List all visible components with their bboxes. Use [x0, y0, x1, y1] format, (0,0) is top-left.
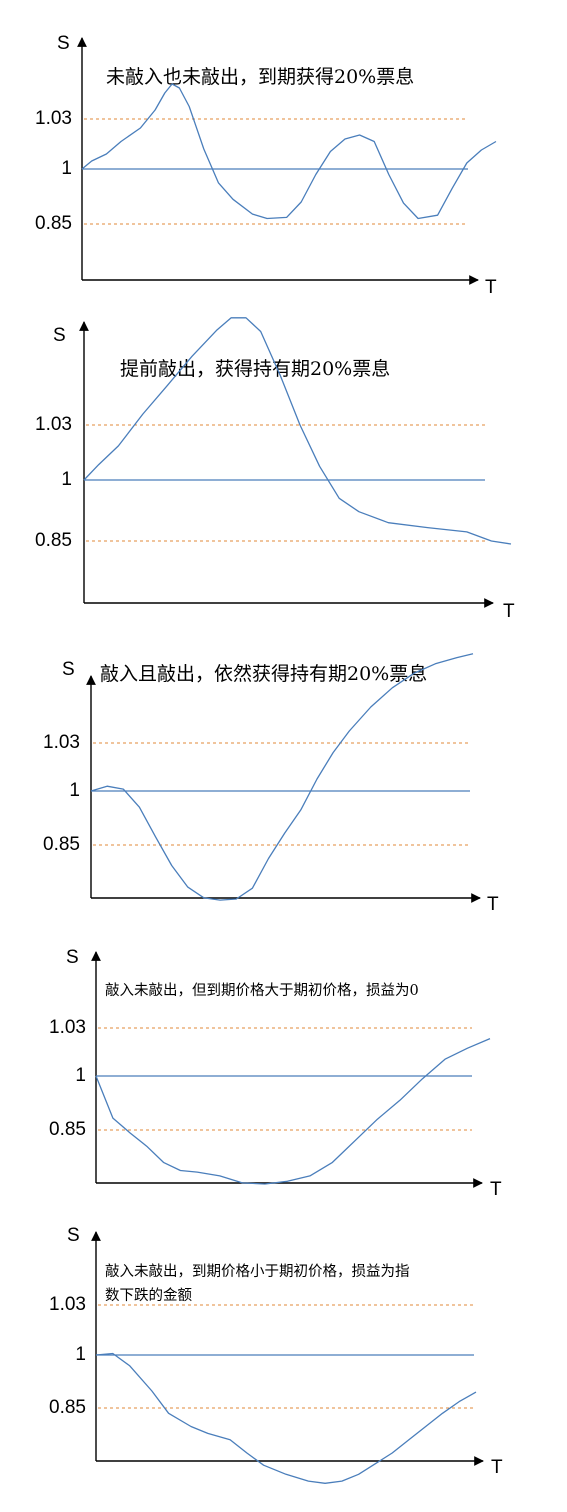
scenario-caption: 未敲入也未敲出，到期获得20%票息 — [106, 66, 414, 88]
level-label-lower: 0.85 — [49, 1119, 86, 1140]
price-path-curve — [81, 83, 497, 220]
scenario-panel-4: S T 1.03 1 0.85 敲入未敲出，但到期价格大于期初价格，损益为0 — [49, 947, 502, 1200]
scenario-caption: 敲入未敲出，但到期价格大于期初价格，损益为0 — [105, 982, 419, 999]
level-label-initial: 1 — [61, 469, 72, 490]
level-label-upper: 1.03 — [43, 732, 80, 753]
y-axis-label: S — [62, 659, 75, 680]
x-axis-label: T — [485, 277, 497, 298]
y-axis-label: S — [57, 33, 70, 54]
x-axis-label: T — [503, 601, 515, 622]
price-path-curve — [90, 653, 474, 901]
x-axis-label: T — [491, 1457, 503, 1478]
level-label-upper: 1.03 — [35, 414, 72, 435]
scenario-caption-line-2: 数下跌的金额 — [105, 1287, 192, 1304]
price-path-curve — [95, 1038, 491, 1185]
level-label-initial: 1 — [61, 158, 72, 179]
scenario-caption: 敲入且敲出，依然获得持有期20%票息 — [100, 663, 427, 685]
x-axis-label: T — [487, 894, 499, 915]
scenario-panel-3: S T 1.03 1 0.85 敲入且敲出，依然获得持有期20%票息 — [43, 653, 499, 915]
level-label-lower: 0.85 — [49, 1397, 86, 1418]
level-label-lower: 0.85 — [35, 213, 72, 234]
level-label-upper: 1.03 — [49, 1294, 86, 1315]
y-axis-label: S — [67, 1225, 80, 1246]
y-axis-label: S — [53, 325, 66, 346]
scenario-panel-2: S T 1.03 1 0.85 提前敲出，获得持有期20%票息 — [35, 317, 515, 622]
price-path-curve — [95, 1352, 477, 1484]
level-label-lower: 0.85 — [43, 834, 80, 855]
level-label-upper: 1.03 — [49, 1017, 86, 1038]
level-label-upper: 1.03 — [35, 108, 72, 129]
level-label-lower: 0.85 — [35, 530, 72, 551]
level-label-initial: 1 — [69, 780, 80, 801]
price-path-curve — [83, 317, 512, 545]
level-label-initial: 1 — [75, 1344, 86, 1365]
scenario-caption: 提前敲出，获得持有期20%票息 — [120, 358, 390, 380]
y-axis-label: S — [66, 947, 79, 968]
scenario-panel-1: S T 1.03 1 0.85 未敲入也未敲出，到期获得20%票息 — [35, 33, 497, 298]
level-label-initial: 1 — [75, 1065, 86, 1086]
scenario-caption: 敲入未敲出，到期价格小于期初价格，损益为指 — [105, 1263, 410, 1280]
x-axis-label: T — [490, 1179, 502, 1200]
